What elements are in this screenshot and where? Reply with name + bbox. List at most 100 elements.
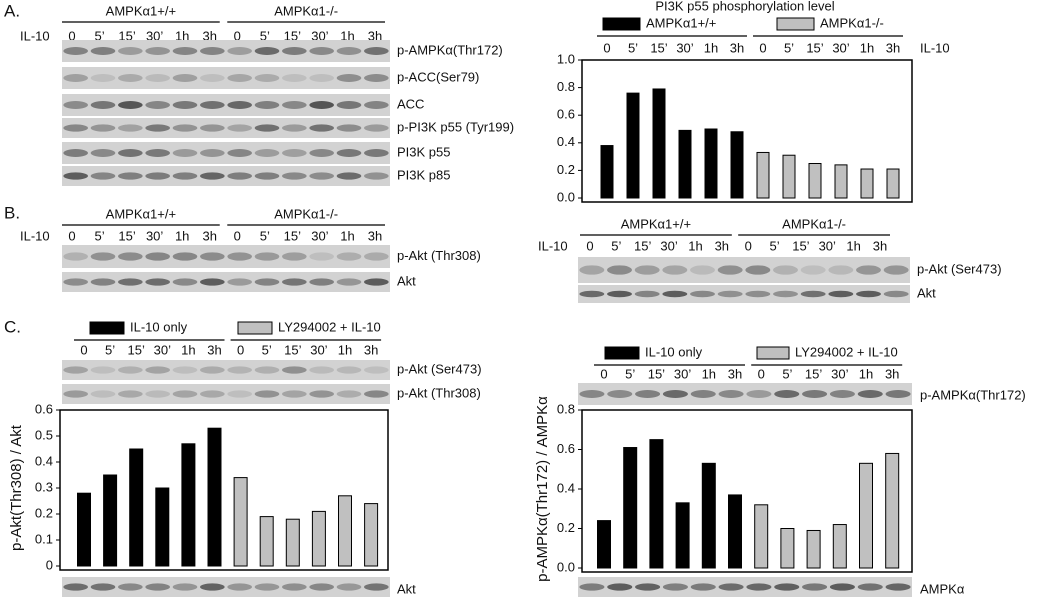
band: [200, 172, 225, 180]
bar: [338, 495, 352, 567]
band: [145, 124, 170, 132]
bar: [780, 528, 795, 569]
x-tick-label: 5’: [784, 40, 794, 55]
time-label: 1h: [340, 228, 354, 243]
band: [63, 124, 88, 132]
bar: [859, 462, 873, 569]
x-tick-label: 0: [600, 366, 607, 381]
time-label: 0: [68, 28, 75, 43]
blot: [578, 577, 912, 597]
band: [282, 149, 307, 157]
x-tick-label: 0: [237, 342, 244, 357]
band: [309, 101, 334, 109]
bar: [623, 447, 638, 569]
time-label: 30’: [819, 238, 836, 253]
band: [63, 390, 88, 398]
time-label: 1h: [340, 28, 354, 43]
band-label: Akt: [397, 273, 416, 288]
plot-frame: [581, 409, 913, 573]
bar: [103, 474, 118, 567]
band: [118, 74, 143, 82]
x-tick-label: 0: [758, 366, 765, 381]
band: [336, 366, 362, 374]
band: [856, 290, 881, 298]
band-label: p-Akt (Thr308): [397, 248, 481, 263]
band-label: Akt: [917, 285, 936, 300]
band: [718, 583, 744, 591]
x-tick-label: 1h: [702, 366, 716, 381]
band: [145, 74, 170, 82]
band: [579, 583, 605, 591]
x-tick-label: 1h: [338, 342, 352, 357]
x-tick-label: 5’: [625, 366, 635, 381]
y-tick-label: 0.2: [557, 162, 575, 177]
band: [336, 47, 362, 55]
x-tick-label: 3h: [207, 342, 221, 357]
band: [282, 366, 307, 374]
bar: [885, 452, 900, 569]
band: [282, 101, 307, 109]
y-tick-label: 0: [46, 557, 53, 572]
band: [254, 366, 280, 374]
band: [200, 149, 225, 157]
band: [282, 124, 307, 132]
bar: [754, 504, 769, 569]
bar: [756, 151, 770, 199]
time-label: 30’: [311, 28, 328, 43]
legend-label: LY294002 + IL-10: [278, 319, 381, 334]
band: [118, 149, 143, 157]
band: [227, 366, 252, 374]
bar: [259, 516, 274, 567]
time-label: 30’: [146, 228, 163, 243]
bar: [834, 164, 848, 199]
x-tick-label: 3h: [364, 342, 378, 357]
band: [118, 252, 143, 261]
y-tick-label: 0.2: [35, 505, 53, 520]
band: [145, 101, 170, 109]
band: [254, 124, 280, 132]
time-label: 5’: [260, 228, 270, 243]
band: [309, 252, 334, 261]
band-label: p-Akt (Thr308): [397, 385, 481, 400]
bar: [233, 477, 248, 567]
group-label: AMPKα1+/+: [621, 216, 691, 231]
band: [90, 74, 116, 82]
bar: [364, 503, 379, 567]
band: [145, 390, 170, 398]
blot: [578, 383, 912, 405]
band: [63, 172, 88, 180]
band: [579, 265, 605, 275]
blot: [62, 384, 390, 404]
plot-frame: [581, 59, 913, 203]
x-tick-label: 15’: [128, 342, 145, 357]
group-label: AMPKα1+/+: [106, 3, 176, 18]
band: [829, 583, 855, 591]
y-tick-label: 0.4: [35, 453, 53, 468]
band: [634, 265, 660, 275]
band: [145, 172, 170, 180]
band: [309, 124, 334, 132]
band: [118, 172, 143, 180]
x-tick-label: 30’: [832, 40, 849, 55]
x-tick-label: 30’: [310, 342, 327, 357]
bar: [652, 88, 666, 199]
time-label: 30’: [311, 228, 328, 243]
band: [90, 149, 116, 157]
y-tick-label: 0.6: [557, 441, 575, 456]
band: [309, 149, 334, 157]
y-tick-label: 0.6: [35, 401, 53, 416]
band: [200, 366, 225, 374]
band: [254, 278, 280, 286]
band: [145, 47, 170, 55]
band: [63, 278, 88, 286]
y-tick-label: 0.0: [557, 559, 575, 574]
band: [90, 124, 116, 132]
x-axis-label: IL-10: [920, 40, 950, 55]
band: [172, 583, 198, 591]
band: [90, 47, 116, 55]
x-tick-label: 15’: [806, 40, 823, 55]
time-label: 1h: [688, 238, 702, 253]
band: [336, 101, 362, 109]
bar: [129, 448, 144, 567]
band-label: AMPKα: [920, 581, 965, 596]
